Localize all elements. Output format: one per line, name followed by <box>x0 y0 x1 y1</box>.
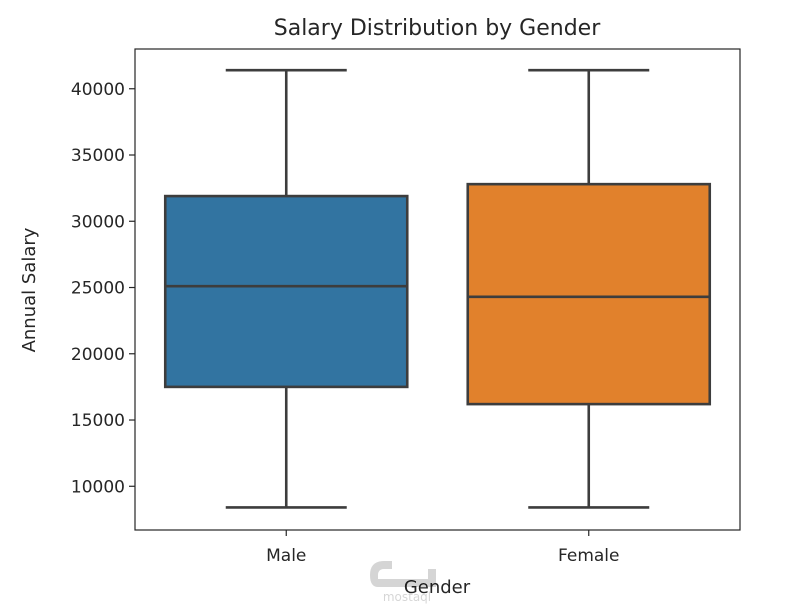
y-tick-label: 40000 <box>71 80 125 100</box>
box-female <box>466 68 712 509</box>
y-tick-label: 25000 <box>71 279 125 299</box>
x-tick-label: Female <box>558 546 619 566</box>
y-tick-label: 15000 <box>71 411 125 431</box>
watermark-text: mostaql <box>383 590 431 604</box>
y-axis: 10000 15000 20000 25000 30000 35000 40000 <box>71 80 135 497</box>
plot-area <box>163 68 712 509</box>
x-axis: Male Female <box>266 530 619 566</box>
y-tick-label: 20000 <box>71 345 125 365</box>
y-tick-label: 10000 <box>71 477 125 497</box>
chart-title: Salary Distribution by Gender <box>274 16 601 41</box>
iqr-box <box>163 194 409 389</box>
iqr-box <box>466 182 712 406</box>
plot-frame <box>134 48 741 531</box>
y-tick-label: 35000 <box>71 146 125 166</box>
x-tick-label: Male <box>266 546 306 566</box>
y-axis-label: Annual Salary <box>19 227 40 352</box>
box-male <box>163 68 409 509</box>
y-tick-label: 30000 <box>71 212 125 232</box>
x-axis-label: Gender <box>404 577 471 598</box>
watermark-logo: mostaql <box>370 561 436 604</box>
